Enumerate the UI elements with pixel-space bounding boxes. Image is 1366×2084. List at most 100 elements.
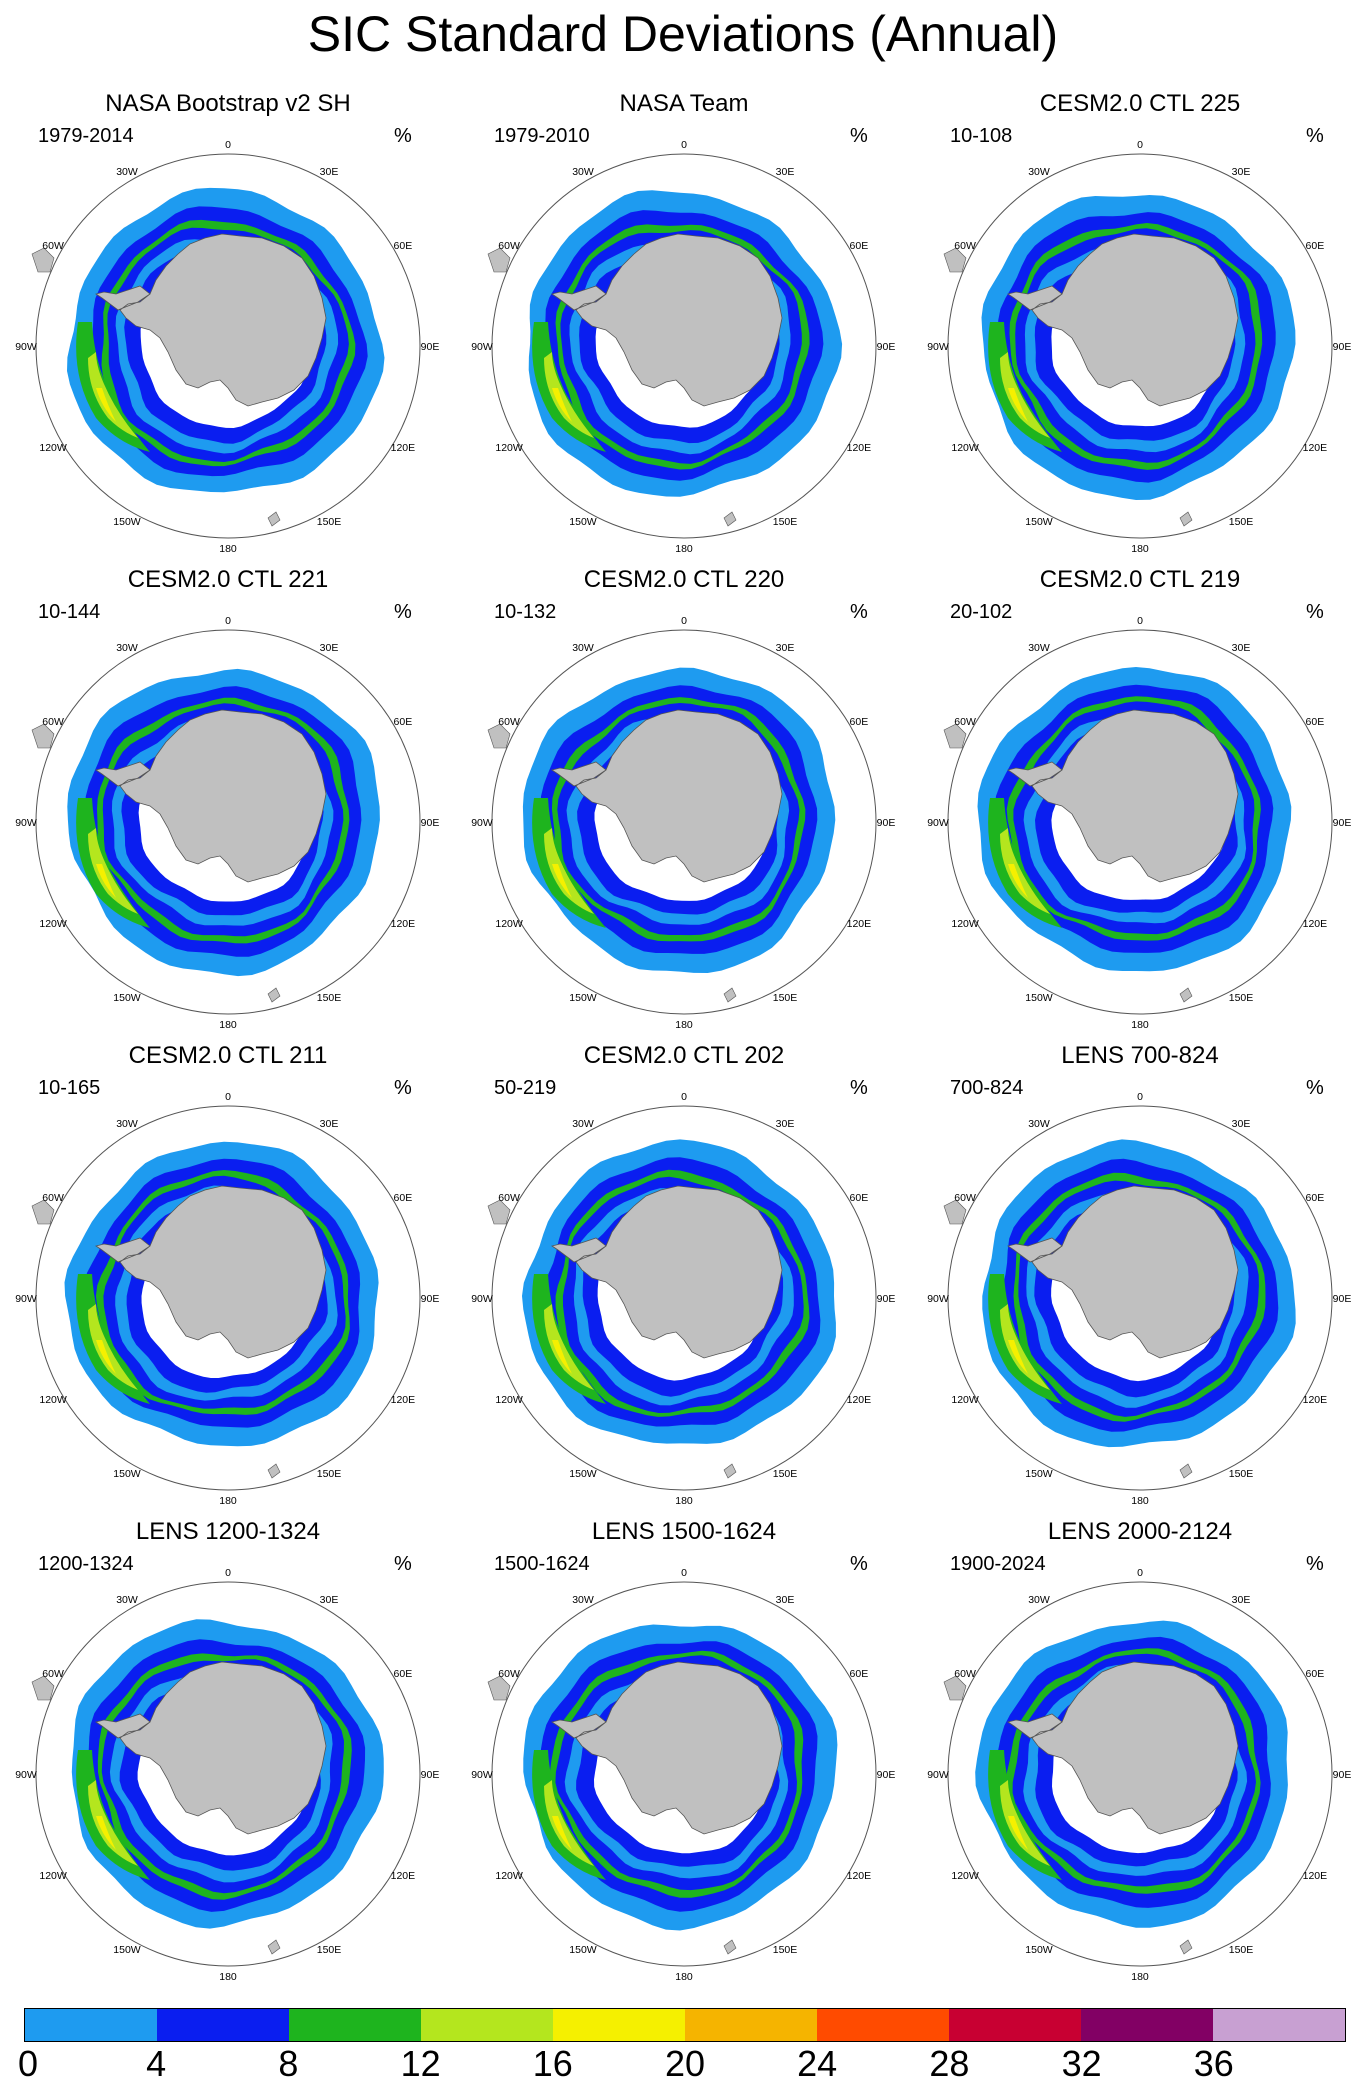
sic-stdev-band [1000, 1780, 1050, 1866]
longitude-label: 120W [951, 1394, 979, 1406]
figure-title: SIC Standard Deviations (Annual) [307, 6, 1059, 62]
longitude-label: 150W [569, 992, 597, 1004]
sic-stdev-band [552, 388, 572, 422]
panel-unit: % [850, 125, 868, 147]
map-panel: LENS 2000-2124 1900-2024% 0 30E 60E 90E 120E 15… [912, 1518, 1366, 1993]
longitude-label: 180 [1131, 1019, 1149, 1031]
sic-stdev-band [1000, 1304, 1050, 1390]
longitude-label: 120E [847, 918, 872, 930]
longitude-label: 150W [113, 1468, 141, 1480]
longitude-label: 60W [954, 716, 976, 728]
longitude-label: 60W [954, 240, 976, 252]
south-america-land [31, 1199, 55, 1225]
longitude-label: 30E [776, 1118, 795, 1130]
sic-stdev-band [1000, 828, 1050, 914]
panel-period: 20-102 [950, 601, 1013, 623]
colorbar-segment [817, 2009, 949, 2041]
polar-map: 0 30E 60E 90E 120E 150E 180 150W 120W 90W 60W 30W [927, 1091, 1351, 1507]
panel-period: 1979-2014 [38, 125, 134, 147]
longitude-label: 60E [850, 716, 869, 728]
longitude-label: 60W [42, 1192, 64, 1204]
map-panel: CESM2.0 CTL 220 10-132% 0 30E 60E 90E 120E 150E… [456, 566, 912, 1041]
longitude-label: 30W [116, 1118, 138, 1130]
south-america-land [31, 723, 55, 749]
longitude-label: 120W [39, 1870, 67, 1882]
longitude-label: 120W [39, 442, 67, 454]
new-zealand-land [1179, 1939, 1193, 1955]
panel-unit: % [850, 601, 868, 623]
colorbar-label: 32 [1061, 2043, 1102, 2084]
panel-period: 50-219 [494, 1077, 557, 1099]
longitude-label: 150E [317, 992, 342, 1004]
longitude-label: 120E [847, 1394, 872, 1406]
polar-map: 0 30E 60E 90E 120E 150E 180 150W 120W 90W 60W 30W [927, 1567, 1351, 1983]
longitude-label: 90E [1333, 341, 1352, 353]
longitude-label: 30W [572, 1118, 594, 1130]
longitude-label: 90W [15, 1769, 37, 1781]
sic-stdev-band [1008, 1816, 1028, 1850]
antarctica-land [1007, 233, 1239, 407]
longitude-label: 30W [1028, 166, 1050, 178]
longitude-label: 150E [1229, 516, 1254, 528]
longitude-label: 60W [954, 1668, 976, 1680]
panel-title: LENS 1200-1324 [135, 1518, 321, 1545]
sic-stdev-band [96, 388, 116, 422]
map-panel: CESM2.0 CTL 219 20-102% 0 30E 60E 90E 120E 150E… [912, 566, 1366, 1041]
longitude-label: 30W [116, 1594, 138, 1606]
antarctica-land [551, 1185, 783, 1359]
panel-unit: % [394, 601, 412, 623]
panel-period: 1500-1624 [494, 1553, 590, 1575]
sic-stdev-band [96, 1340, 116, 1374]
panel-unit: % [394, 125, 412, 147]
panel-period: 10-108 [950, 125, 1013, 147]
longitude-label: 60E [1306, 240, 1325, 252]
longitude-label: 30W [1028, 642, 1050, 654]
polar-map: 0 30E 60E 90E 120E 150E 180 150W 120W 90W 60W 30W [15, 1091, 439, 1507]
map-panel: CESM2.0 CTL 202 50-219% 0 30E 60E 90E 120E 150E… [456, 1042, 912, 1517]
longitude-label: 150E [773, 1468, 798, 1480]
polar-map: 0 30E 60E 90E 120E 150E 180 150W 120W 90W 60W 30W [471, 139, 895, 555]
longitude-label: 120E [1303, 442, 1328, 454]
longitude-label: 180 [675, 1019, 693, 1031]
panel-unit: % [394, 1077, 412, 1099]
sic-stdev-band [1000, 352, 1050, 438]
sic-stdev-band [552, 1816, 572, 1850]
new-zealand-land [1179, 511, 1193, 527]
longitude-label: 0 [1137, 1091, 1143, 1103]
longitude-label: 90W [471, 1293, 493, 1305]
longitude-label: 0 [225, 1567, 231, 1579]
longitude-label: 0 [681, 139, 687, 151]
south-america-land [31, 1675, 55, 1701]
longitude-label: 60E [850, 240, 869, 252]
antarctica-land [551, 1661, 783, 1835]
sic-stdev-band [1008, 1340, 1028, 1374]
polar-map: 0 30E 60E 90E 120E 150E 180 150W 120W 90W 60W 30W [471, 1567, 896, 1983]
longitude-label: 180 [219, 1019, 237, 1031]
longitude-label: 30W [1028, 1118, 1050, 1130]
longitude-label: 120E [847, 442, 872, 454]
south-america-land [943, 723, 967, 749]
sic-stdev-band [1008, 864, 1028, 898]
longitude-label: 60W [42, 240, 64, 252]
longitude-label: 120W [951, 442, 979, 454]
colorbar-segment [157, 2009, 289, 2041]
panel-unit: % [394, 1553, 412, 1575]
longitude-label: 150W [113, 1944, 141, 1956]
new-zealand-land [267, 1463, 281, 1479]
longitude-label: 30W [572, 1594, 594, 1606]
new-zealand-land [723, 987, 737, 1003]
map-panel: CESM2.0 CTL 211 10-165% 0 30E 60E 90E 120E 150E… [0, 1042, 456, 1517]
longitude-label: 60W [498, 1192, 520, 1204]
longitude-label: 120W [495, 918, 523, 930]
south-america-land [943, 247, 967, 273]
longitude-label: 180 [1131, 1495, 1149, 1507]
panel-unit: % [1306, 125, 1324, 147]
longitude-label: 90E [877, 1769, 896, 1781]
panel-title: CESM2.0 CTL 221 [127, 566, 329, 593]
longitude-label: 90W [927, 341, 949, 353]
longitude-label: 90W [471, 1769, 493, 1781]
antarctica-land [95, 709, 327, 883]
colorbar-segment [1081, 2009, 1213, 2041]
sic-stdev-band [552, 1340, 572, 1374]
longitude-label: 90W [15, 341, 37, 353]
